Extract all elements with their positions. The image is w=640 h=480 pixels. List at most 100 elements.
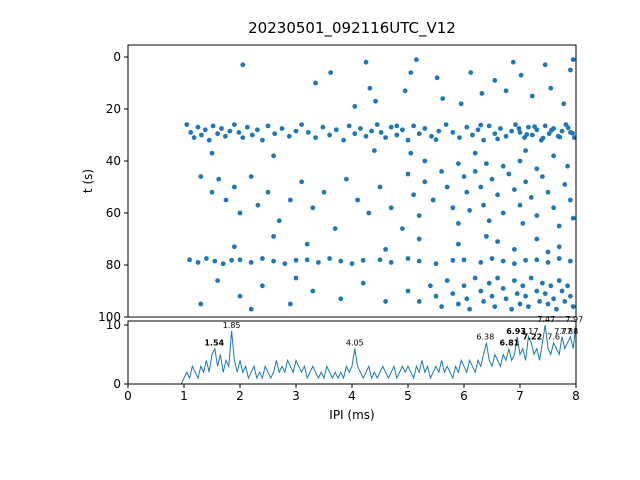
scatter-point: [456, 161, 461, 167]
scatter-point: [405, 288, 411, 294]
scatter-point: [444, 184, 450, 190]
x-tick-label: 6: [460, 389, 468, 403]
scatter-point: [520, 283, 526, 289]
scatter-point: [338, 258, 344, 264]
scatter-point: [517, 202, 523, 208]
scatter-point: [444, 278, 450, 283]
scatter-point: [571, 135, 577, 141]
scatter-point: [369, 128, 374, 134]
scatter-point: [532, 124, 537, 130]
scatter-point: [411, 123, 416, 129]
scatter-point: [559, 128, 565, 134]
scatter-point: [293, 128, 299, 134]
scatter-point: [484, 161, 489, 167]
scatter-point: [206, 137, 212, 143]
scatter-point: [373, 98, 378, 104]
scatter-point: [377, 257, 383, 263]
scatter-point: [372, 148, 377, 154]
scatter-point: [338, 296, 344, 302]
scatter-point: [450, 291, 456, 296]
peak-annotation: 6.93: [506, 327, 526, 336]
scatter-point: [405, 137, 411, 143]
scatter-point: [304, 257, 310, 263]
scatter-point: [458, 101, 464, 107]
scatter-point: [568, 258, 573, 264]
scatter-point: [240, 62, 246, 68]
peak-annotation: 7.17: [521, 327, 539, 336]
scatter-point: [422, 179, 428, 185]
scatter-point: [457, 135, 462, 141]
scatter-point: [255, 202, 261, 208]
scatter-point: [388, 260, 394, 265]
x-tick-label: 0: [124, 389, 132, 403]
scatter-point: [545, 301, 551, 307]
scatter-point: [478, 260, 484, 265]
scatter-point: [195, 124, 201, 130]
scatter-point: [568, 293, 573, 299]
scatter-point: [528, 275, 534, 281]
scatter-point: [198, 301, 204, 307]
scatter-point: [215, 278, 221, 283]
scatter-point: [212, 258, 218, 264]
scatter-axes-frame: [127, 44, 577, 318]
scatter-point: [219, 126, 224, 131]
x-tick-label: 7: [516, 389, 524, 403]
scatter-point: [503, 133, 509, 139]
scatter-point: [279, 126, 285, 131]
scatter-point: [500, 286, 506, 291]
scatter-point: [229, 257, 235, 263]
y-tick-label: 100: [98, 310, 121, 324]
scatter-point: [260, 283, 265, 289]
scatter-point: [470, 132, 475, 138]
scatter-point: [430, 197, 436, 203]
scatter-point: [248, 260, 254, 265]
scatter-point: [534, 257, 540, 263]
scatter-point: [549, 127, 554, 133]
scatter-point: [467, 306, 472, 312]
y-tick-label: 80: [106, 258, 121, 272]
scatter-point: [461, 283, 467, 289]
scatter-point: [545, 249, 551, 255]
scatter-point: [272, 131, 278, 137]
scatter-point: [551, 296, 556, 302]
y-axis-label: t (s): [81, 169, 95, 193]
scatter-point: [456, 241, 461, 247]
scatter-point: [464, 189, 470, 195]
scatter-point: [481, 299, 486, 304]
scatter-point: [492, 131, 498, 137]
x-tick-label: 5: [404, 389, 412, 403]
scatter-point: [526, 304, 531, 309]
scatter-point: [529, 132, 535, 138]
y-tick-label: 10: [106, 318, 121, 332]
scatter-point: [554, 306, 559, 312]
scatter-point: [187, 257, 193, 263]
scatter-point: [557, 134, 563, 140]
scatter-point: [478, 184, 484, 190]
scatter-point: [236, 130, 242, 135]
scatter-point: [383, 299, 388, 304]
scatter-point: [416, 258, 422, 264]
scatter-point: [516, 126, 522, 131]
scatter-point: [534, 166, 540, 172]
scatter-point: [540, 280, 545, 286]
scatter-point: [332, 226, 338, 232]
scatter-point: [210, 123, 216, 129]
scatter-point: [534, 236, 540, 242]
scatter-point: [495, 239, 500, 245]
scatter-point: [520, 221, 526, 226]
scatter-point: [512, 187, 517, 193]
scatter-point: [495, 136, 500, 142]
scatter-point: [411, 192, 416, 198]
scatter-point: [313, 80, 318, 86]
scatter-point: [400, 127, 405, 133]
scatter-point: [556, 244, 562, 250]
scatter-point: [570, 57, 576, 62]
scatter-point: [523, 293, 528, 299]
x-tick-label: 3: [292, 389, 300, 403]
scatter-point: [271, 234, 276, 239]
scatter-point: [514, 291, 520, 296]
scatter-point: [500, 210, 506, 216]
scatter-point: [288, 301, 293, 307]
